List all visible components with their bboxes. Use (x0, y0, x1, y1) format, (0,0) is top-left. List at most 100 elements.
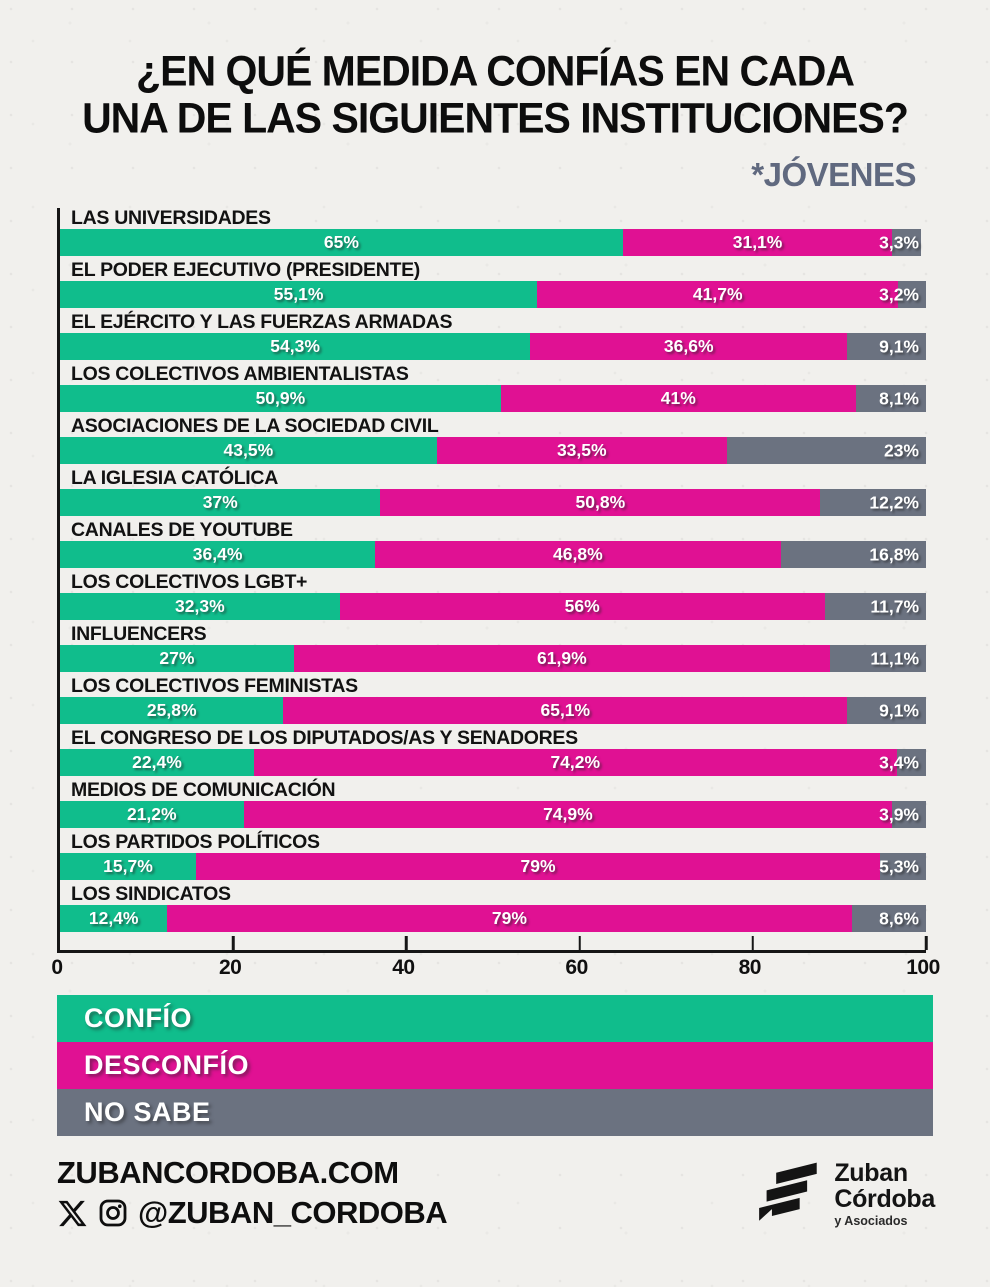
legend-label: NO SABE (84, 1097, 211, 1128)
segment-desconfio: 41,7% (537, 281, 899, 309)
value-label-desconfio: 50,8% (575, 492, 626, 513)
logo-line-2: Córdoba (834, 1184, 935, 1213)
value-label-no-sabe: 9,1% (879, 700, 919, 721)
instagram-icon (97, 1197, 129, 1229)
value-label-desconfio: 79% (520, 856, 556, 877)
segment-no-sabe (780, 541, 926, 569)
segment-confio: 65% (60, 229, 623, 257)
segment-desconfio: 46,8% (375, 541, 781, 569)
axis-tick (578, 936, 581, 951)
value-label-no-sabe: 11,7% (870, 596, 919, 617)
x-axis-tickstrip (60, 936, 928, 951)
bar-row: ASOCIACIONES DE LA SOCIEDAD CIVIL 43,5% 33… (60, 415, 926, 465)
segment-no-sabe (898, 281, 926, 309)
value-label-desconfio: 31,1% (732, 232, 783, 253)
category-label: ASOCIACIONES DE LA SOCIEDAD CIVIL (71, 415, 439, 438)
social-handle: @ZUBAN_CORDOBA (138, 1195, 448, 1231)
segment-confio: 37% (60, 489, 381, 517)
value-label-desconfio: 56% (564, 596, 600, 617)
stacked-bar: 22,4% 74,2% 3,4% (60, 749, 926, 777)
value-label-confio: 54,3% (270, 336, 320, 357)
value-label-no-sabe: 23% (883, 440, 919, 461)
segment-no-sabe (820, 489, 926, 517)
bar-row: INFLUENCERS 27% 61,9% 11,1% (60, 624, 926, 673)
value-label-desconfio: 33,5% (556, 440, 607, 461)
segment-no-sabe (896, 749, 926, 777)
value-label-desconfio: 74,9% (543, 804, 593, 825)
value-label-confio: 50,9% (255, 388, 306, 409)
x-axis-labels: 0 20 40 60 80 100 (51, 953, 940, 983)
segment-desconfio: 50,8% (380, 489, 821, 517)
bar-row: EL CONGRESO DE LOS DIPUTADOS/AS Y SENADO… (60, 728, 926, 777)
axis-tick (231, 936, 235, 951)
segment-confio: 15,7% (60, 853, 196, 881)
category-label: LA IGLESIA CATÓLICA (71, 467, 278, 490)
category-label: EL PODER EJECUTIVO (PRESIDENTE) (71, 259, 420, 282)
segment-no-sabe (847, 333, 926, 361)
category-label: LOS COLECTIVOS AMBIENTALISTAS (71, 363, 409, 386)
segment-confio: 12,4% (60, 905, 168, 933)
value-label-no-sabe: 3,9% (879, 804, 919, 825)
value-label-desconfio: 36,6% (663, 336, 714, 357)
axis-tick-label: 100 (906, 956, 940, 980)
logo-line-1: Zuban (834, 1158, 908, 1187)
social-row: @ZUBAN_CORDOBA (57, 1195, 448, 1231)
legend: CONFÍO DESCONFÍO NO SABE (57, 995, 933, 1137)
logo-text: Zuban Córdoba y Asociados (834, 1158, 935, 1229)
title-line-2: UNA DE LAS SIGUIENTES INSTITUCIONES? (82, 94, 909, 142)
value-label-no-sabe: 16,8% (869, 544, 919, 565)
logo-line-3: y Asociados (834, 1214, 908, 1229)
value-label-confio: 25,8% (146, 700, 197, 721)
bar-row: MEDIOS DE COMUNICACIÓN 21,2% 74,9% 3,9% (60, 779, 926, 829)
footer-left: ZUBANCORDOBA.COM @ZUBAN_CORDOBA (57, 1156, 448, 1231)
axis-tick (405, 936, 408, 951)
segment-desconfio: 79% (167, 905, 852, 933)
stacked-bar: 50,9% 41% 8,1% (60, 385, 926, 413)
value-label-desconfio: 65,1% (540, 700, 591, 721)
bar-row: LOS COLECTIVOS AMBIENTALISTAS 50,9% 41% 8,1… (60, 363, 926, 413)
value-label-desconfio: 46,8% (553, 544, 603, 565)
value-label-confio: 15,7% (103, 856, 153, 877)
segment-no-sabe (851, 905, 926, 933)
axis-tick-label: 60 (565, 956, 588, 980)
value-label-confio: 12,4% (88, 908, 139, 929)
segment-desconfio: 56% (339, 593, 825, 621)
bar-row: LOS COLECTIVOS FEMINISTAS 25,8% 65,1% 9,1% (60, 676, 926, 725)
legend-band: NO SABE (57, 1089, 933, 1137)
value-label-confio: 55,1% (273, 284, 324, 305)
segment-confio: 55,1% (60, 281, 538, 309)
category-label: MEDIOS DE COMUNICACIÓN (71, 779, 336, 802)
stacked-bar: 55,1% 41,7% 3,2% (60, 281, 926, 309)
bar-row: LOS PARTIDOS POLÍTICOS 15,7% 79% 5,3% (60, 831, 926, 881)
category-label: LOS PARTIDOS POLÍTICOS (71, 831, 320, 854)
legend-band: CONFÍO (57, 995, 933, 1043)
segment-confio: 21,2% (60, 801, 244, 829)
value-label-no-sabe: 8,6% (879, 908, 919, 929)
stacked-bar: 25,8% 65,1% 9,1% (60, 697, 926, 725)
segment-desconfio: 41% (500, 385, 856, 413)
subtitle-jovenes: *JÓVENES (751, 156, 916, 194)
segment-no-sabe (892, 229, 921, 257)
bar-row: LOS COLECTIVOS LGBT+ 32,3% 56% 11,7% (60, 572, 926, 621)
page-title: ¿EN QUÉ MEDIDA CONFÍAS EN CADA UNA DE LA… (30, 48, 960, 142)
stacked-bar: 27% 61,9% 11,1% (60, 645, 926, 673)
value-label-confio: 36,4% (192, 544, 243, 565)
segment-no-sabe (824, 593, 926, 621)
value-label-confio: 65% (323, 232, 359, 253)
stacked-bar: 36,4% 46,8% 16,8% (60, 541, 926, 569)
stacked-bar: 54,3% 36,6% 9,1% (60, 333, 926, 361)
stacked-bar-chart: LAS UNIVERSIDADES 65% 31,1% 3,3% EL PODER EJ… (57, 208, 928, 954)
segment-confio: 22,4% (60, 749, 254, 777)
segment-confio: 27% (60, 645, 294, 673)
segment-desconfio: 74,9% (243, 801, 893, 829)
segment-desconfio: 31,1% (622, 229, 893, 257)
category-label: LOS SINDICATOS (71, 883, 231, 906)
category-label: CANALES DE YOUTUBE (71, 519, 293, 542)
zuban-cordoba-logo: Zuban Córdoba y Asociados (756, 1160, 935, 1229)
value-label-no-sabe: 8,1% (879, 388, 919, 409)
stacked-bar: 37% 50,8% 12,2% (60, 489, 926, 517)
value-label-desconfio: 41,7% (692, 284, 743, 305)
segment-desconfio: 65,1% (283, 697, 848, 725)
bar-row: LA IGLESIA CATÓLICA 37% 50,8% 12,2% (60, 467, 926, 517)
axis-tick (751, 936, 755, 951)
